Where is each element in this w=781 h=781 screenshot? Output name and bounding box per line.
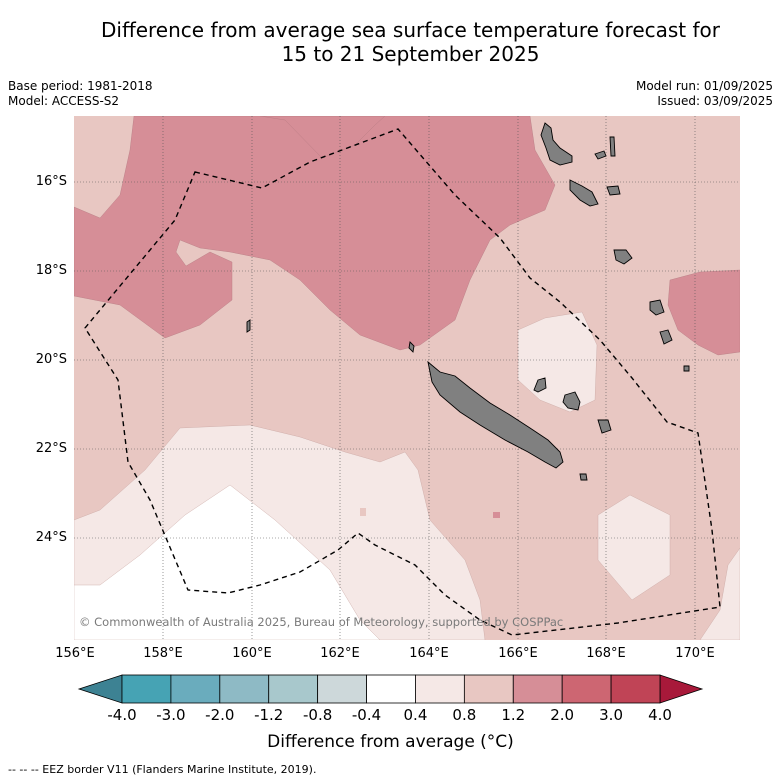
colorbar-segment	[366, 674, 416, 704]
meta-right: Model run: 01/09/2025 Issued: 03/09/2025	[636, 79, 773, 109]
colorbar-segment	[463, 674, 514, 704]
lon-label-162e: 162°E	[320, 646, 360, 661]
lon-label-158e: 158°E	[143, 646, 183, 661]
lon-label-170e: 170°E	[675, 646, 715, 661]
lat-label-18s: 18°S	[35, 263, 67, 278]
eez-border	[84, 128, 721, 636]
colorbar-segment	[317, 674, 367, 704]
colorbar-segment	[268, 674, 319, 704]
anomaly-speck-1	[493, 512, 500, 518]
colorbar-segment	[415, 674, 465, 704]
aneityum	[683, 365, 690, 372]
map-area	[74, 116, 740, 640]
land	[246, 122, 690, 481]
colorbar-segment	[219, 674, 270, 704]
colorbar-tick-label: 2.0	[550, 706, 575, 724]
colorbar-tick-label: -4.0	[107, 706, 137, 724]
colorbar-tick-label: 4.0	[648, 706, 672, 724]
anomaly-band-below-0.4-southwest	[74, 484, 381, 640]
colorbar-tick-label: -2.0	[205, 706, 235, 724]
colorbar-tick-label: -1.2	[254, 706, 284, 724]
small-island-1	[246, 319, 251, 333]
colorbar-tick-label: 0.8	[452, 706, 477, 724]
loyalty-island-ouvea	[533, 377, 547, 393]
anomaly-speck-2	[360, 508, 366, 516]
new-caledonia-main	[427, 360, 564, 469]
loyalty-island-lifou	[562, 391, 581, 411]
lat-label-20s: 20°S	[35, 352, 67, 367]
eez-legend-footer: -- -- -- EEZ border V11 (Flanders Marine…	[8, 763, 317, 776]
lat-label-16s: 16°S	[35, 174, 67, 189]
isle-of-pines	[579, 473, 588, 481]
lat-label-24s: 24°S	[35, 530, 67, 545]
anomaly-band-0.4-0.8-southeast	[597, 494, 671, 601]
gridlines	[74, 116, 740, 640]
colorbar-segment	[170, 674, 221, 704]
malakula	[569, 179, 599, 207]
colorbar-tick-label: -0.4	[351, 706, 382, 724]
vanuatu-island-3	[609, 136, 616, 157]
vanuatu-island-4	[606, 185, 621, 196]
lon-label-156e: 156°E	[55, 646, 95, 661]
colorbar-tick-label: -3.0	[156, 706, 186, 724]
loyalty-island-mare	[597, 419, 612, 434]
copyright-text: © Commonwealth of Australia 2025, Bureau…	[79, 615, 564, 629]
colorbar-over-arrow	[659, 674, 704, 704]
meta-left: Base period: 1981-2018 Model: ACCESS-S2	[8, 79, 153, 109]
vanuatu-island-2	[594, 150, 607, 160]
colorbar-title: Difference from average (°C)	[267, 732, 514, 752]
title-line-1: Difference from average sea surface temp…	[100, 18, 720, 42]
anomaly-band-1.2-2.0-east	[667, 269, 740, 356]
colorbar-segment	[561, 674, 612, 704]
chart-title: Difference from average sea surface temp…	[40, 18, 781, 66]
colorbar-under-arrow	[77, 674, 123, 704]
model-name: Model: ACCESS-S2	[8, 94, 120, 108]
colorbar-segment	[121, 674, 172, 704]
colorbar-segment	[512, 674, 563, 704]
belep-island	[408, 341, 415, 353]
title-line-2: 15 to 21 September 2025	[281, 42, 540, 66]
colorbar-tick-label: 3.0	[599, 706, 623, 724]
espiritu-santo	[540, 122, 573, 166]
anomaly-band-0.4-0.8-east-edge	[699, 547, 740, 640]
lon-label-160e: 160°E	[232, 646, 272, 661]
colorbar	[77, 674, 704, 704]
colorbar-tick-label: -0.8	[302, 706, 333, 724]
lon-label-166e: 166°E	[498, 646, 538, 661]
issued-date: Issued: 03/09/2025	[657, 94, 773, 108]
lon-label-168e: 168°E	[586, 646, 626, 661]
colorbar-tick-label: 0.4	[403, 706, 428, 724]
tanna	[659, 329, 673, 345]
lon-label-164e: 164°E	[409, 646, 449, 661]
base-period: Base period: 1981-2018	[8, 79, 153, 93]
erromango	[649, 299, 665, 316]
colorbar-segment	[610, 674, 661, 704]
efate	[613, 249, 633, 265]
lat-label-22s: 22°S	[35, 441, 67, 456]
model-run: Model run: 01/09/2025	[635, 79, 773, 93]
colorbar-tick-label: 1.2	[501, 706, 526, 724]
